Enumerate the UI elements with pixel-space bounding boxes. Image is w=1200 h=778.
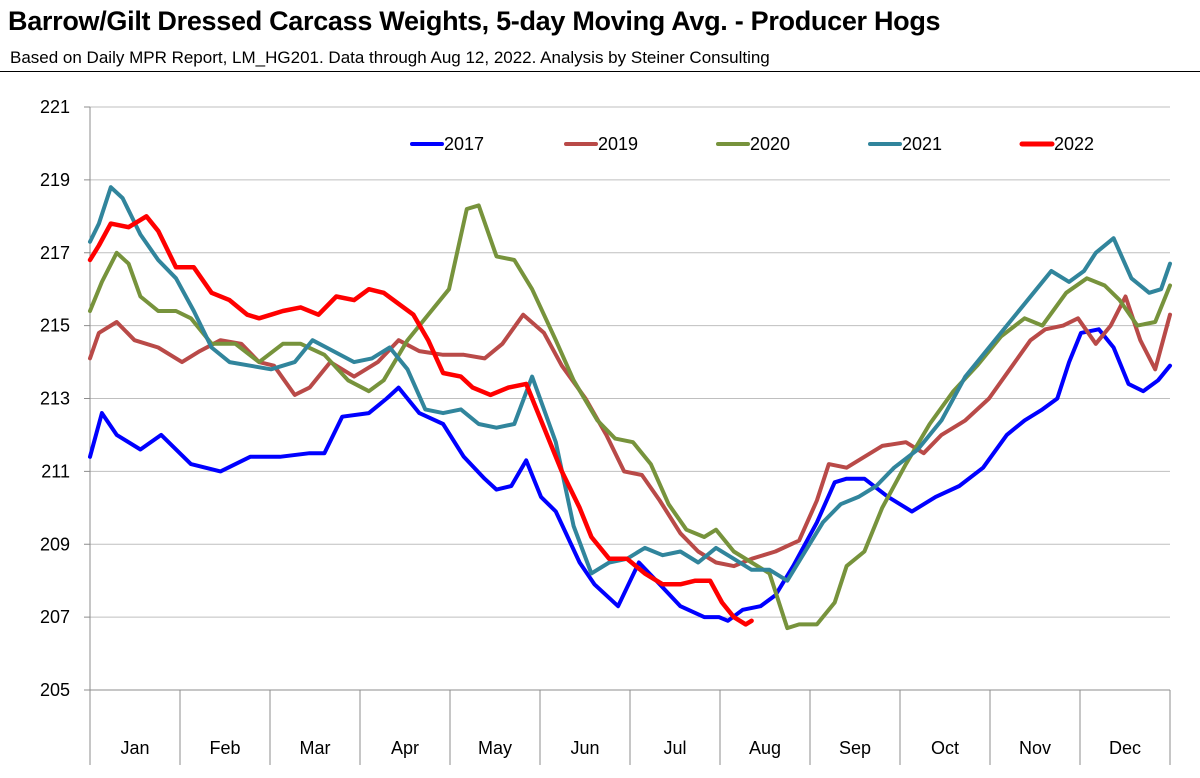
- series-line-2022: [87, 214, 754, 627]
- x-tick-label: Dec: [1109, 738, 1141, 758]
- title-underline: [0, 71, 1200, 72]
- gridlines: [90, 106, 1170, 691]
- chart-title: Barrow/Gilt Dressed Carcass Weights, 5-d…: [8, 6, 941, 36]
- y-tick-label: 207: [40, 607, 70, 627]
- legend-label-2017: 2017: [444, 134, 484, 154]
- axes: [84, 106, 1171, 765]
- x-tick-label: Jul: [663, 738, 686, 758]
- legend-label-2020: 2020: [750, 134, 790, 154]
- x-tick-label: Feb: [209, 738, 240, 758]
- legend-label-2021: 2021: [902, 134, 942, 154]
- x-tick-label: Oct: [931, 738, 959, 758]
- y-axis-ticks: 205 207 209 211 213 215 217 219 221: [40, 97, 70, 700]
- x-axis-ticks: Jan Feb Mar Apr May Jun Jul Aug Sep Oct Nov Dec: [120, 738, 1141, 758]
- legend: 2017 2019 2020 2021 2022: [410, 134, 1094, 154]
- x-tick-label: May: [478, 738, 512, 758]
- y-tick-label: 221: [40, 97, 70, 117]
- x-tick-label: Sep: [839, 738, 871, 758]
- y-tick-label: 211: [41, 461, 70, 481]
- series-line-2020: [88, 203, 1172, 631]
- y-tick-label: 215: [40, 316, 70, 336]
- x-tick-label: Mar: [300, 738, 331, 758]
- x-tick-label: Nov: [1019, 738, 1051, 758]
- series-lines: [87, 185, 1172, 631]
- y-tick-label: 217: [40, 243, 70, 263]
- y-tick-label: 213: [40, 389, 70, 409]
- x-tick-label: Jun: [570, 738, 599, 758]
- x-tick-label: Aug: [749, 738, 781, 758]
- series-line-2019: [88, 294, 1172, 569]
- legend-label-2022: 2022: [1054, 134, 1094, 154]
- series-line-2017: [88, 327, 1172, 623]
- legend-label-2019: 2019: [598, 134, 638, 154]
- x-tick-label: Apr: [391, 738, 419, 758]
- chart-subtitle: Based on Daily MPR Report, LM_HG201. Dat…: [10, 48, 770, 67]
- series-line-2021: [88, 185, 1172, 583]
- y-tick-label: 205: [40, 680, 70, 700]
- x-tick-label: Jan: [120, 738, 149, 758]
- y-tick-label: 219: [40, 170, 70, 190]
- y-tick-label: 209: [40, 534, 70, 554]
